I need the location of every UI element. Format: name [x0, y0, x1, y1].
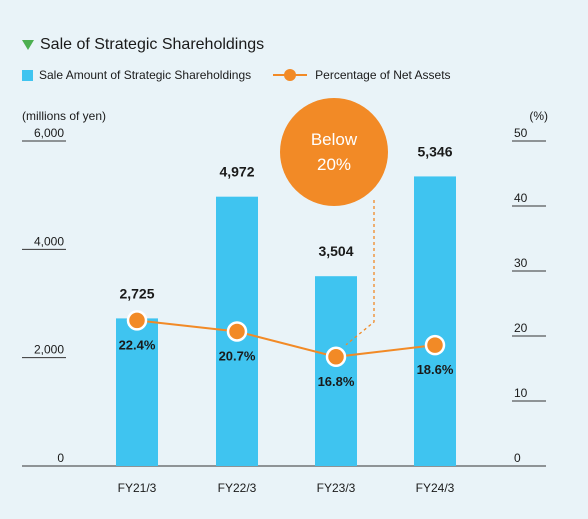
- y-tick-label: 6,000: [34, 126, 64, 140]
- bar-value-label: 3,504: [318, 243, 353, 259]
- y-tick-label: 2,000: [34, 343, 64, 357]
- legend-item-bar: Sale Amount of Strategic Shareholdings: [22, 68, 251, 82]
- y2-tick-label: 0: [514, 451, 521, 465]
- y-tick-label: 4,000: [34, 234, 64, 248]
- callout-text-line1: Below: [311, 130, 358, 149]
- bar-value-label: 2,725: [119, 285, 154, 301]
- legend-line-swatch: [273, 69, 308, 81]
- bar-value-label: 4,972: [219, 164, 254, 180]
- line-value-label: 22.4%: [119, 337, 156, 352]
- line-value-label: 18.6%: [417, 362, 454, 377]
- y2-tick-label: 10: [514, 386, 528, 400]
- y2-axis-label: (%): [529, 109, 548, 123]
- y2-tick-label: 40: [514, 191, 528, 205]
- bar-FY24/3: [414, 176, 456, 467]
- x-tick-label: FY23/3: [317, 481, 356, 495]
- x-tick-label: FY24/3: [416, 481, 455, 495]
- y2-tick-label: 30: [514, 256, 528, 270]
- y2-tick-label: 20: [514, 321, 528, 335]
- bar-value-label: 5,346: [417, 143, 452, 159]
- line-value-label: 16.8%: [318, 374, 355, 389]
- callout-bubble: [280, 98, 388, 206]
- percentage-line: [136, 319, 436, 358]
- legend-item-line: Percentage of Net Assets: [273, 68, 451, 82]
- line-point-FY22/3: [226, 321, 248, 342]
- legend: Sale Amount of Strategic Shareholdings P…: [22, 68, 451, 82]
- line-point-FY24/3: [424, 334, 446, 356]
- x-tick-label: FY21/3: [118, 481, 157, 495]
- y-axis-label: (millions of yen): [22, 109, 106, 123]
- legend-line-label: Percentage of Net Assets: [315, 68, 451, 82]
- chart-title-block: Sale of Strategic Shareholdings: [22, 36, 264, 54]
- callout-leader-line: [345, 200, 375, 346]
- bar-FY21/3: [116, 318, 158, 466]
- legend-bar-swatch: [22, 69, 33, 81]
- line-point-FY23/3: [325, 346, 347, 368]
- y-tick-label: 0: [57, 451, 64, 465]
- bar-FY23/3: [315, 276, 357, 466]
- legend-bar-label: Sale Amount of Strategic Shareholdings: [39, 68, 252, 82]
- down-triangle-icon: [22, 40, 34, 50]
- y2-tick-label: 50: [514, 126, 528, 140]
- line-value-label: 20.7%: [219, 348, 256, 363]
- callout-text-line2: 20%: [317, 155, 351, 174]
- chart-title: Sale of Strategic Shareholdings: [40, 36, 265, 53]
- x-tick-label: FY22/3: [218, 481, 257, 495]
- line-point-FY21/3: [126, 310, 148, 331]
